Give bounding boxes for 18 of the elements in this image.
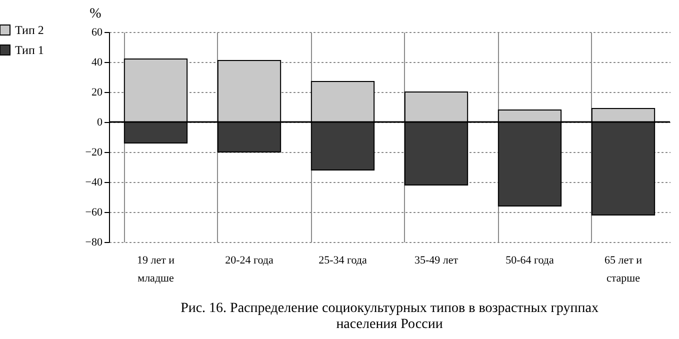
x-tick-label: 35-49 лет: [414, 254, 458, 266]
x-tick-label: 20-24 года: [225, 254, 274, 266]
text: Рис. 16. Распределение социокультурных типов в возрастных группах населения России: [180, 301, 598, 332]
y-tick-label: −80: [85, 236, 103, 248]
x-tick-label: 50-64 года: [506, 254, 554, 266]
x-tick-label: 65 лет и старше: [604, 254, 642, 284]
y-tick-label: −40: [85, 176, 103, 188]
y-tick-label: 60: [92, 26, 103, 38]
y-tick-label: 20: [92, 86, 103, 98]
y-tick-label: −60: [85, 206, 103, 218]
y-tick-label: 0: [97, 116, 103, 128]
x-tick-label: 19 лет и младше: [136, 254, 175, 284]
x-tick-label: 25-34 года: [318, 254, 368, 266]
y-tick-label: −20: [85, 146, 103, 158]
legend-label: Тип 2: [15, 23, 44, 37]
y-axis-title: %: [90, 6, 102, 22]
legend-label: Тип 1: [15, 43, 44, 57]
y-tick-label: 40: [92, 56, 103, 68]
